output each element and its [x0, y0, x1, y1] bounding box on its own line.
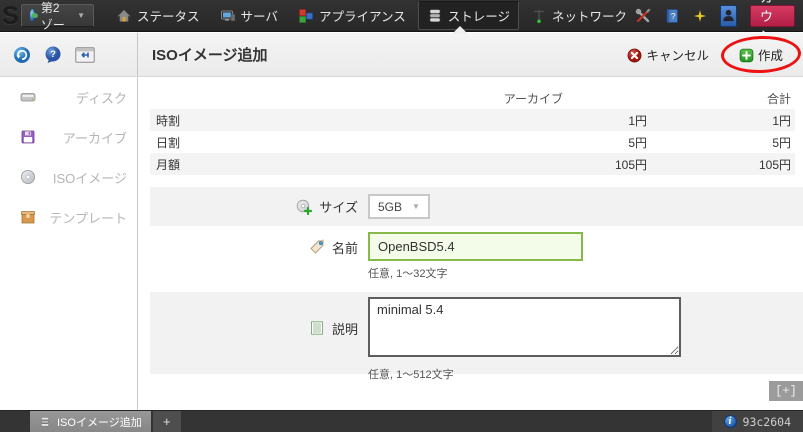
nav-item-network[interactable]: ネットワーク — [523, 2, 635, 29]
size-value: 5GB — [378, 199, 403, 214]
subheader-actions: キャンセル 作成 — [627, 34, 803, 75]
cloud-logo-icon: S — [2, 1, 19, 30]
help-bubble-icon[interactable]: ? — [44, 46, 62, 64]
chevron-down-icon: ▼ — [77, 11, 86, 20]
name-field-group: 任意, 1〜32文字 — [368, 232, 583, 292]
tag-icon — [309, 239, 325, 255]
subheader: ? ISOイメージ追加 キャンセル 作成 — [0, 33, 803, 77]
table-row-daily: 日割 5円 5円 — [156, 135, 791, 150]
name-hint: 任意, 1〜32文字 — [368, 268, 448, 280]
page-title: ISOイメージ追加 — [152, 47, 268, 64]
description-hint: 任意, 1〜512文字 — [368, 369, 454, 381]
nav-item-server[interactable]: サーバ — [212, 2, 286, 29]
create-plus-icon — [739, 48, 754, 62]
form-row-description: 説明 minimal 5.4 任意, 1〜512文字 — [150, 292, 803, 381]
name-label: 名前 — [331, 240, 358, 256]
manual-help-icon[interactable]: ? — [664, 8, 680, 24]
nav-label: アプライアンス — [318, 10, 406, 24]
disk-icon — [20, 89, 36, 105]
description-field-group: minimal 5.4 任意, 1〜512文字 — [368, 297, 681, 381]
sidebar: ディスク アーカイブ ISOイメージ テンプレート — [0, 77, 137, 410]
subheader-main: ISOイメージ追加 キャンセル 作成 — [137, 33, 803, 76]
disc-plus-icon — [296, 199, 313, 215]
star-icon[interactable] — [693, 9, 707, 23]
topbar: S 石狩第2ゾーン ▼ ステータス サーバ アプライアンス — [0, 0, 803, 62]
sidebar-item-archive[interactable]: アーカイブ — [0, 117, 137, 157]
sidebar-item-label: ISOイメージ — [52, 170, 127, 186]
pricing-header-row: アーカイブ 合計 — [150, 87, 795, 109]
bottombar: ISOイメージ追加 + i 93c2604 — [0, 410, 803, 432]
appliance-cubes-icon — [298, 8, 314, 24]
zone-selector[interactable]: 石狩第2ゾーン ▼ — [20, 1, 95, 49]
exit-icon[interactable] — [75, 46, 95, 63]
create-button[interactable]: 作成 — [720, 34, 802, 75]
nav-item-storage[interactable]: ストレージ — [417, 1, 519, 30]
form-row-size: サイズ 5GB ▼ — [150, 187, 803, 226]
table-row-hourly: 時割 1円 1円 — [150, 109, 795, 131]
note-icon — [309, 320, 325, 336]
sidebar-item-iso[interactable]: ISOイメージ — [0, 157, 137, 197]
network-pole-icon — [531, 8, 547, 24]
bottom-tab-label: ISOイメージ追加 — [57, 416, 142, 429]
pricing-col-total: 合計 — [766, 91, 791, 106]
name-label-group: 名前 — [150, 232, 368, 262]
nav-item-appliance[interactable]: アプライアンス — [290, 2, 414, 29]
main-content: アーカイブ 合計 時割 1円 1円 日割 5円 5円 月額 105円 105円 … — [138, 77, 803, 410]
active-section-caret — [452, 26, 468, 34]
build-id: 93c2604 — [742, 414, 791, 429]
archive-floppy-icon — [20, 129, 36, 145]
pricing-table: アーカイブ 合計 時割 1円 1円 日割 5円 5円 月額 105円 105円 — [150, 87, 795, 175]
refresh-icon[interactable] — [13, 46, 31, 64]
name-input[interactable] — [368, 232, 583, 261]
storage-stack-icon — [427, 8, 443, 24]
description-label: 説明 — [331, 321, 358, 337]
server-monitor-icon — [220, 8, 236, 24]
sidebar-divider — [137, 77, 138, 410]
nav-label: ネットワーク — [551, 10, 627, 24]
size-select[interactable]: 5GB ▼ — [368, 194, 430, 219]
sidebar-item-label: アーカイブ — [62, 130, 127, 146]
user-button[interactable] — [719, 4, 737, 27]
form-row-name: 名前 任意, 1〜32文字 — [150, 226, 803, 292]
sidebar-toolbar: ? — [0, 33, 137, 76]
status-house-icon — [116, 8, 132, 24]
sidebar-item-label: ディスク — [75, 90, 127, 106]
topbar-right: ? アカウント — [635, 0, 803, 62]
nav-label: ステータス — [137, 10, 200, 24]
storage-tab-icon — [39, 416, 51, 428]
sidebar-item-disk[interactable]: ディスク — [0, 77, 137, 117]
description-label-group: 説明 — [150, 297, 368, 359]
expand-button[interactable]: [+] — [769, 381, 803, 401]
cancel-button[interactable]: キャンセル — [627, 45, 709, 64]
iso-disc-icon — [20, 169, 36, 185]
table-row-monthly: 月額 105円 105円 — [150, 153, 795, 175]
iso-form: サイズ 5GB ▼ 名前 任意, 1〜32文字 — [138, 187, 803, 381]
template-box-icon — [20, 209, 36, 225]
user-icon — [723, 9, 734, 22]
account-button[interactable]: アカウント — [749, 0, 795, 62]
bottom-tab-iso-add[interactable]: ISOイメージ追加 — [30, 411, 151, 432]
info-icon: i — [723, 415, 737, 428]
nav-label: サーバ — [240, 10, 278, 24]
sidebar-item-template[interactable]: テンプレート — [0, 197, 137, 237]
size-label-group: サイズ — [150, 197, 368, 216]
create-label: 作成 — [757, 49, 783, 63]
chevron-down-icon: ▼ — [412, 202, 420, 211]
build-status: i 93c2604 — [711, 411, 803, 432]
pricing-col-archive: アーカイブ — [503, 91, 563, 106]
svg-text:?: ? — [671, 11, 676, 21]
size-label: サイズ — [319, 200, 358, 215]
cancel-x-icon — [627, 48, 642, 62]
nav-item-status[interactable]: ステータス — [108, 2, 208, 29]
nav-label: ストレージ — [447, 10, 510, 24]
sidebar-item-label: テンプレート — [49, 210, 127, 226]
main-nav: ステータス サーバ アプライアンス ストレージ ネットワーク — [108, 1, 635, 30]
globe-icon — [29, 9, 38, 22]
tools-icon[interactable] — [635, 8, 651, 24]
cancel-label: キャンセル — [646, 49, 709, 63]
add-tab-button[interactable]: + — [152, 411, 181, 432]
description-textarea[interactable]: minimal 5.4 — [368, 297, 681, 357]
svg-text:?: ? — [50, 49, 56, 60]
